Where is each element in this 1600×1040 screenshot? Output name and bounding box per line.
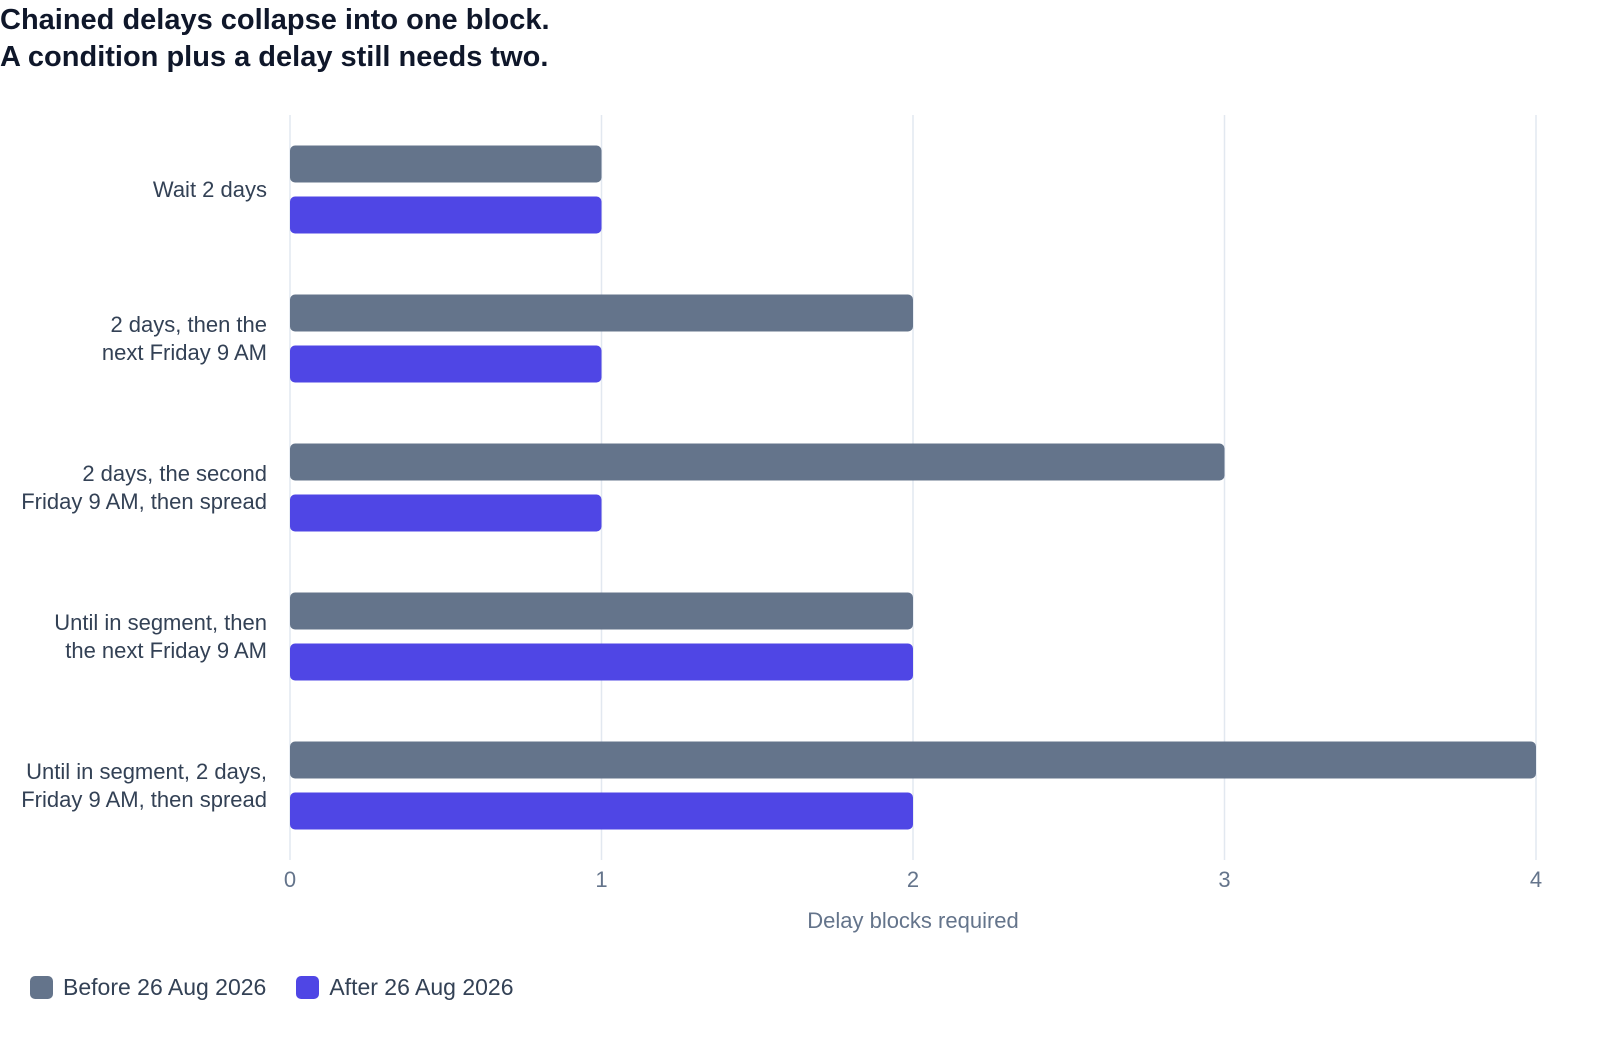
legend-label: Before 26 Aug 2026 (63, 974, 267, 1000)
bar (290, 196, 602, 234)
y-tick-label: Wait 2 days (152, 176, 267, 202)
legend: Before 26 Aug 2026 After 26 Aug 2026 (30, 974, 514, 1001)
bar (290, 345, 602, 383)
legend-item: Before 26 Aug 2026 (30, 974, 266, 1001)
y-tick-label: Until in segment, 2 days, Friday 9 AM, t… (21, 758, 267, 812)
bar (290, 494, 602, 532)
x-tick-label: 3 (1218, 867, 1230, 892)
bar (290, 592, 913, 630)
legend-swatch (296, 976, 320, 999)
legend-swatch (30, 976, 53, 999)
bar (290, 643, 913, 681)
y-tick-label: 2 days, then the next Friday 9 AM (101, 311, 267, 365)
legend-item: After 26 Aug 2026 (296, 974, 514, 1001)
x-tick-label: 4 (1530, 867, 1542, 892)
bar (290, 145, 602, 183)
y-tick-label: Until in segment, then the next Friday 9… (54, 609, 267, 663)
y-tick-label: 2 days, the second Friday 9 AM, then spr… (21, 460, 267, 514)
x-tick-label: 0 (284, 867, 296, 892)
x-tick-label: 2 (907, 867, 919, 892)
bar (290, 294, 913, 332)
bar (290, 792, 913, 830)
chart-title: Chained delays collapse into one block. … (0, 4, 550, 73)
bar (290, 443, 1225, 481)
legend-label: After 26 Aug 2026 (329, 974, 514, 1000)
x-tick-label: 1 (595, 867, 607, 892)
bar (290, 741, 1536, 779)
x-axis-title: Delay blocks required (807, 908, 1019, 933)
